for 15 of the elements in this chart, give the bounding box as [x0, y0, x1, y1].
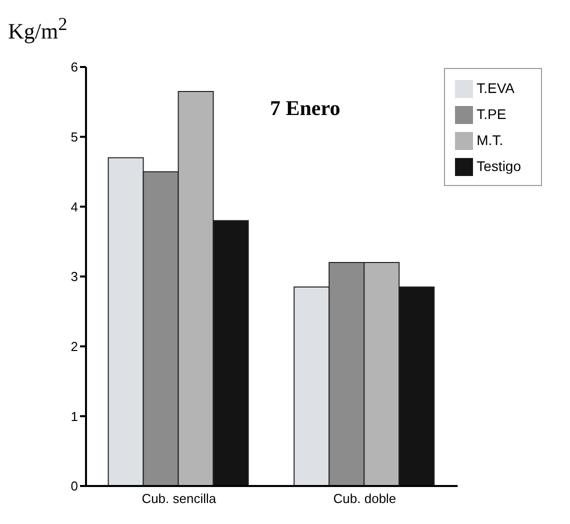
- y-tick-label: 5: [70, 129, 78, 144]
- legend-label: Testigo: [476, 158, 521, 174]
- text: 7 Enero: [270, 96, 340, 121]
- y-tick-label: 6: [70, 60, 78, 75]
- y-tick-label: 4: [70, 199, 78, 214]
- y-tick-label: 1: [70, 408, 78, 424]
- y-tick-label: 0: [70, 478, 78, 494]
- x-tick-label: Cub. sencilla: [142, 491, 217, 506]
- x-tick-label: Cub. doble: [333, 491, 396, 506]
- legend-label: M.T.: [476, 132, 504, 148]
- y-tick-label: 2: [70, 338, 78, 354]
- legend-label: T.PE: [476, 106, 506, 122]
- legend-label: T.EVA: [476, 80, 515, 96]
- y-tick-label: 3: [70, 269, 78, 284]
- y-axis-title: Kg/m$^{2}$: [8, 14, 68, 44]
